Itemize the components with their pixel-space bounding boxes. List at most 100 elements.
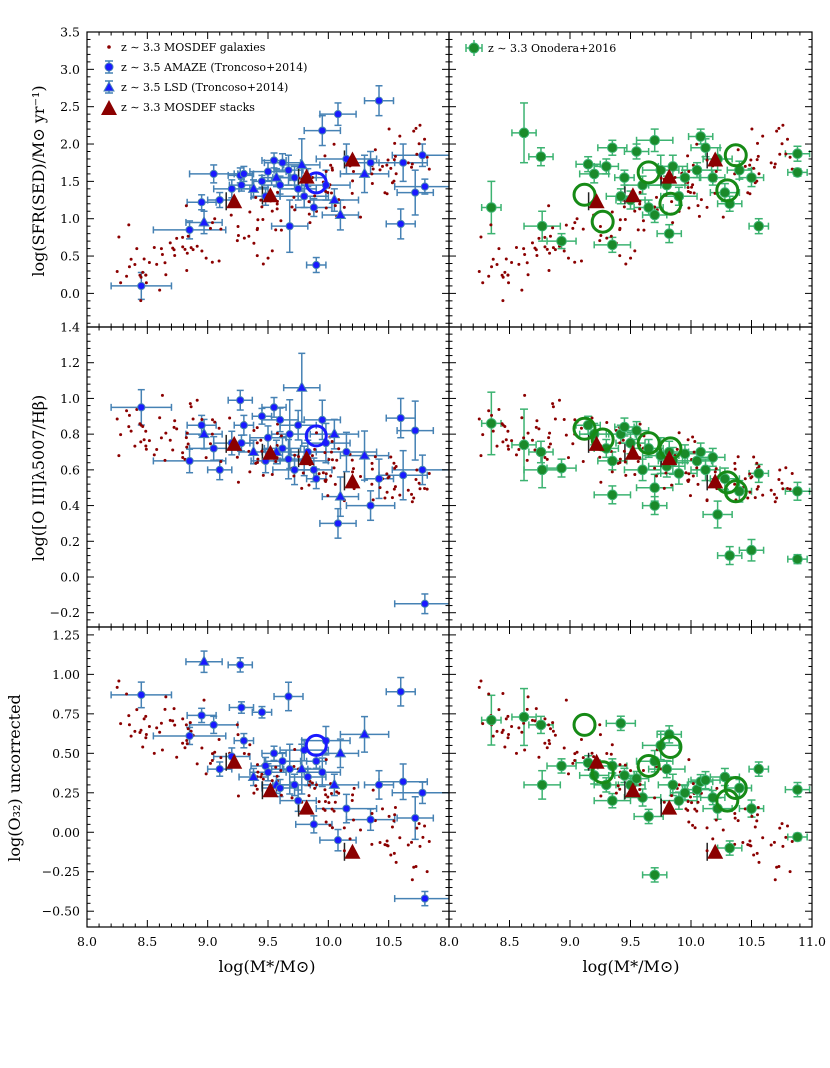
mosdef-galaxy-point [219, 227, 223, 231]
mosdef-galaxy-point [564, 698, 568, 702]
mosdef-galaxy-point [543, 717, 547, 721]
amaze-point [342, 804, 351, 813]
mosdef-stack-triangle [344, 843, 361, 859]
mosdef-galaxy-point [217, 426, 221, 430]
mosdef-galaxy-point [270, 779, 274, 783]
mosdef-galaxy-point [773, 162, 777, 166]
ytick-label-sfr: 0.0 [60, 286, 80, 301]
mosdef-galaxy-point [297, 455, 301, 459]
mosdef-galaxy-point [688, 795, 692, 799]
onodera-point [486, 418, 497, 429]
mosdef-galaxy-point [714, 467, 718, 471]
mosdef-galaxy-point [503, 425, 507, 429]
amaze-point [197, 421, 206, 430]
mosdef-galaxy-point [748, 472, 752, 476]
mosdef-galaxy-point [163, 707, 167, 711]
mosdef-galaxy-point [383, 496, 387, 500]
ytick-label-sfr: 2.0 [60, 137, 80, 152]
onodera-highlight-ring [636, 431, 661, 456]
onodera-point [707, 452, 719, 463]
mosdef-galaxy-point [323, 451, 327, 455]
onodera-point [607, 489, 618, 501]
mosdef-galaxy-point [772, 165, 776, 169]
mosdef-galaxy-point [778, 152, 782, 156]
mosdef-galaxy-point [392, 158, 396, 162]
mosdef-galaxy-point [629, 256, 633, 260]
mosdef-galaxy-point [526, 431, 530, 435]
mosdef-galaxy-point [314, 783, 318, 787]
onodera-point [753, 468, 765, 479]
mosdef-stack-triangle [262, 782, 279, 798]
lsd-point [358, 449, 371, 460]
mosdef-galaxy-point [259, 438, 263, 442]
mosdef-galaxy-point [152, 245, 156, 249]
mosdef-galaxy-point [398, 493, 402, 497]
ytick-label-sfr: 3.5 [60, 25, 80, 40]
mosdef-galaxy-point [155, 262, 159, 266]
mosdef-galaxy-point [551, 246, 555, 250]
legend-amaze-marker [104, 60, 114, 74]
mosdef-galaxy-point [610, 470, 614, 474]
mosdef-galaxy-point [548, 727, 552, 731]
mosdef-galaxy-point [188, 721, 192, 725]
mosdef-galaxy-point [736, 455, 740, 459]
onodera-point [619, 172, 630, 183]
mosdef-galaxy-point [138, 422, 142, 426]
mosdef-galaxy-point [633, 249, 637, 253]
mosdef-galaxy-point [621, 438, 625, 442]
mosdef-galaxy-point [173, 253, 177, 257]
mosdef-galaxy-point [675, 447, 679, 451]
amaze-point [269, 403, 279, 412]
mosdef-galaxy-point [313, 447, 317, 451]
mosdef-galaxy-point [378, 486, 382, 490]
mosdef-stack-triangle [707, 473, 724, 489]
mosdef-galaxy-point [326, 795, 330, 799]
mosdef-galaxy-point [373, 455, 377, 459]
mosdef-galaxy-point [307, 794, 311, 798]
mosdef-galaxy-point [610, 210, 614, 214]
mosdef-galaxy-point [618, 441, 622, 445]
mosdef-galaxy-point [677, 783, 681, 787]
lsd-point [334, 746, 347, 758]
mosdef-galaxy-point [788, 487, 792, 491]
mosdef-galaxy-point [185, 742, 189, 746]
lsd-point [358, 167, 371, 178]
mosdef-galaxy-point [351, 793, 355, 797]
xtick-label-left: 9.5 [258, 934, 278, 949]
onodera-point [625, 437, 636, 449]
mosdef-galaxy-point [500, 422, 504, 426]
mosdef-galaxy-point [410, 492, 414, 496]
ytick-label-o3hb: 0.4 [60, 498, 80, 513]
ytick-label-o32: −0.50 [42, 904, 80, 919]
mosdef-galaxy-point [217, 737, 221, 741]
mosdef-galaxy-point [247, 234, 251, 238]
mosdef-galaxy-point [386, 476, 390, 480]
mosdef-galaxy-point [653, 466, 657, 470]
mosdef-galaxy-point [393, 154, 397, 158]
mosdef-galaxy-point [350, 799, 354, 803]
onodera-point [746, 803, 757, 814]
mosdef-galaxy-point [359, 828, 363, 832]
amaze-point [284, 166, 293, 175]
amaze-point [278, 444, 287, 453]
mosdef-galaxy-point [598, 723, 602, 727]
xtick-label-right: 10.0 [677, 934, 705, 949]
mosdef-galaxy-point [333, 482, 337, 486]
mosdef-galaxy-point [755, 179, 759, 183]
mosdef-galaxy-point [750, 127, 754, 131]
lsd-point [328, 193, 341, 205]
mosdef-galaxy-point [261, 262, 265, 266]
mosdef-galaxy-point [254, 784, 258, 788]
mosdef-galaxy-point [670, 794, 674, 798]
amaze-point [366, 815, 375, 824]
amaze-point [418, 465, 427, 474]
amaze-point [411, 426, 420, 435]
onodera-point [719, 187, 731, 198]
mosdef-galaxy-point [324, 472, 328, 476]
mosdef-stack-triangle [226, 193, 243, 209]
mosdef-galaxy-point [337, 447, 341, 451]
mosdef-galaxy-point [255, 763, 259, 767]
mosdef-galaxy-point [677, 431, 681, 435]
mosdef-galaxy-point [750, 814, 754, 818]
mosdef-galaxy-point [129, 257, 133, 261]
